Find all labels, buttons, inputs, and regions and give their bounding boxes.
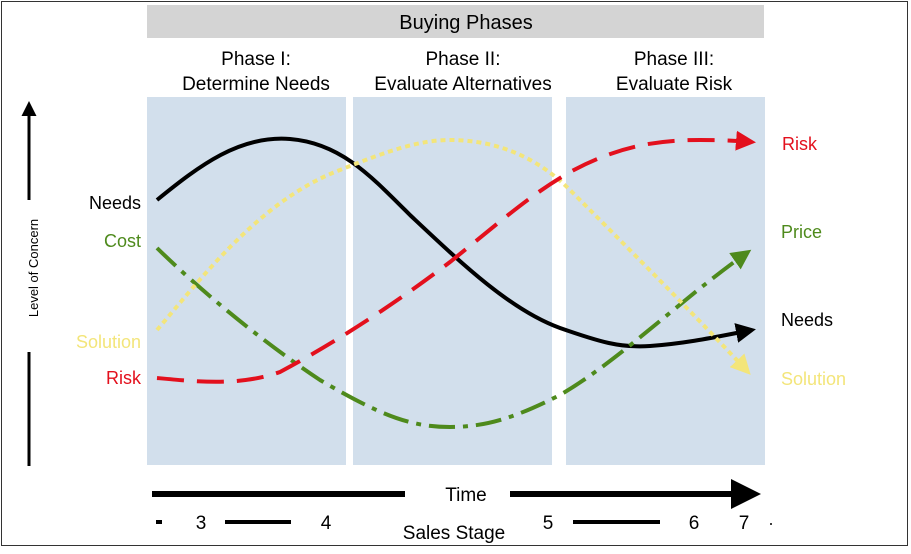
cost-price-curve (155, 246, 752, 430)
phase-2-title-line1: Phase II: (426, 49, 501, 70)
stage-6: 6 (689, 513, 700, 534)
stage-7: 7 (739, 513, 750, 534)
header-band (147, 5, 764, 38)
y-axis-label: Level of Concern (26, 219, 41, 317)
sales-stage-label: Sales Stage (403, 523, 505, 544)
risk-start-label: Risk (106, 368, 142, 388)
header-title: Buying Phases (399, 12, 532, 34)
risk-curve (156, 130, 756, 384)
time-label: Time (445, 485, 487, 506)
phase-3-title-line1: Phase III: (634, 49, 714, 70)
needs-start-label: Needs (89, 193, 141, 213)
stage-3: 3 (196, 513, 207, 534)
phase-panel-1 (147, 97, 346, 465)
phase-3-title-line2: Evaluate Risk (616, 74, 733, 95)
risk-end-label: Risk (782, 134, 818, 154)
stage-trailing-dot (770, 523, 772, 525)
solution-start-label: Solution (76, 332, 141, 352)
phase-panel-3 (566, 97, 765, 465)
phase-2-title-line2: Evaluate Alternatives (374, 74, 551, 95)
price-end-label: Price (781, 222, 822, 242)
cost-start-label: Cost (104, 231, 141, 251)
phase-1-title-line2: Determine Needs (182, 74, 330, 95)
phase-1-title-line1: Phase I: (221, 49, 291, 70)
solution-curve (155, 137, 751, 375)
stage-5: 5 (543, 513, 554, 534)
solution-end-label: Solution (781, 369, 846, 389)
stage-4: 4 (321, 513, 332, 534)
phase-panel-2 (353, 97, 552, 465)
needs-end-label: Needs (781, 310, 833, 330)
needs-curve (155, 136, 756, 349)
